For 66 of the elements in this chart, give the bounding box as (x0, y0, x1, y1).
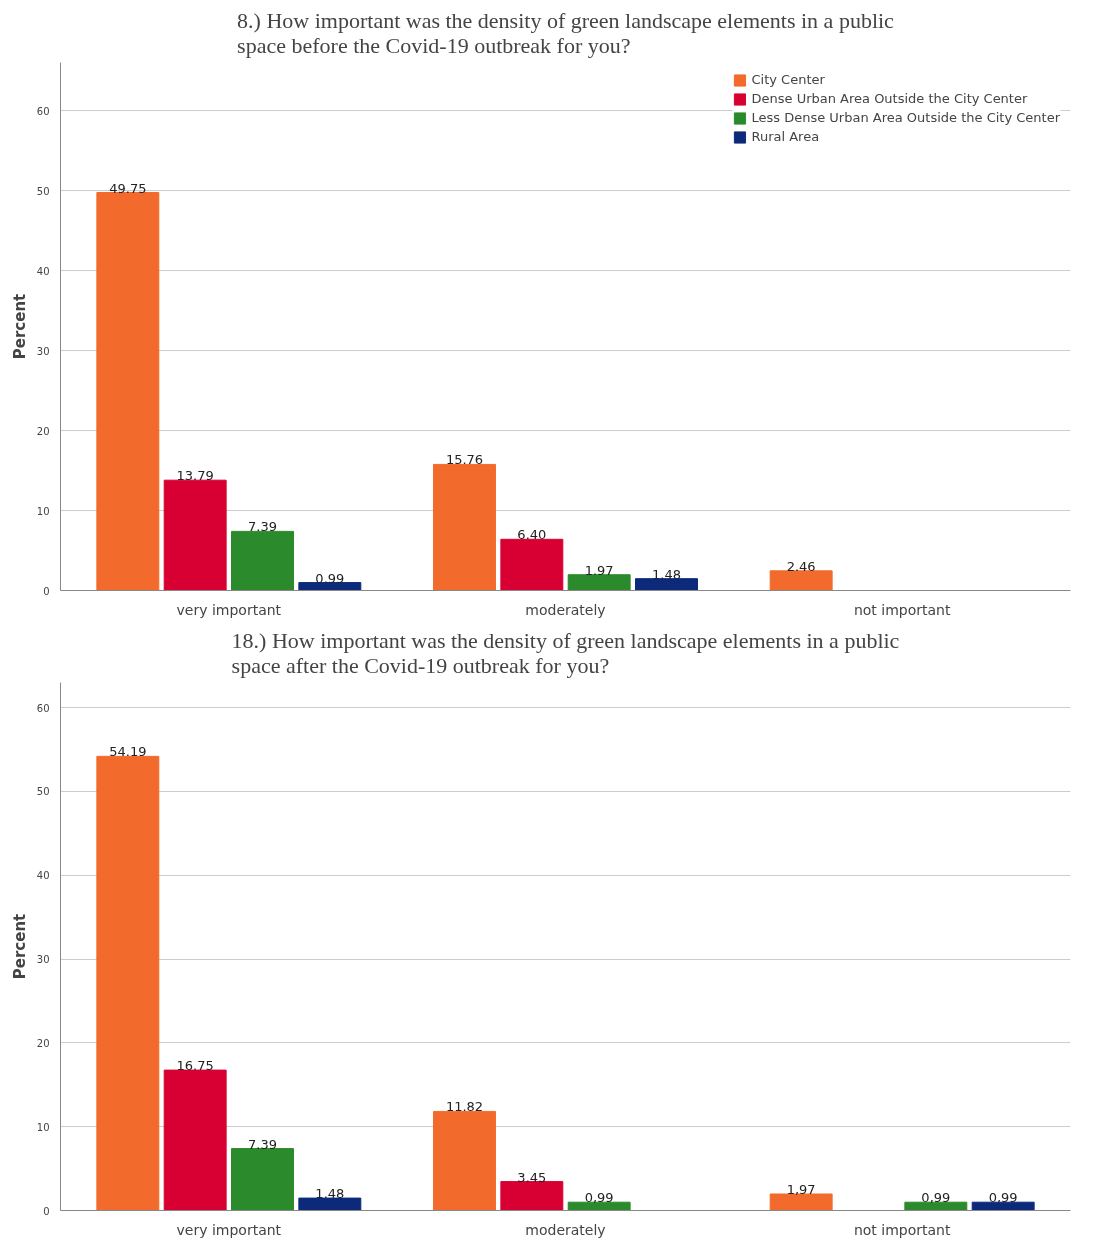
bar (433, 463, 496, 591)
bar (769, 570, 833, 591)
bar (904, 1201, 968, 1211)
data-label: 0,99 (584, 1190, 614, 1206)
bar (163, 479, 227, 591)
y-tick-label: 60 (36, 105, 50, 117)
x-tick-label: very important (176, 1221, 282, 1238)
x-tick-label: not important (853, 601, 951, 618)
legend-label: Dense Urban Area Outside the City Center (751, 91, 1028, 106)
data-label: 3.45 (517, 1169, 547, 1185)
data-label: 1.48 (652, 566, 681, 582)
data-label: 13.79 (176, 468, 214, 484)
data-label: 0.99 (315, 570, 345, 586)
y-tick-label: 50 (36, 185, 50, 197)
bar (298, 1197, 362, 1211)
data-label: 1.48 (315, 1186, 345, 1202)
data-label: 2.46 (786, 558, 816, 574)
bar (567, 574, 631, 591)
bar (96, 755, 160, 1211)
y-tick-label: 40 (36, 265, 50, 277)
x-tick-label: very important (176, 601, 282, 618)
data-label: 16.75 (176, 1058, 214, 1074)
data-label: 7.39 (248, 519, 277, 535)
bar (567, 1201, 631, 1211)
y-tick-label: 30 (36, 954, 50, 966)
legend-label: City Center (751, 72, 825, 87)
x-tick-label: not important (853, 1221, 951, 1238)
data-label: 54.19 (109, 744, 147, 760)
data-label: 15.76 (445, 452, 484, 468)
y-tick-label: 30 (36, 345, 50, 357)
chart-title: 18.) How important was the density of green landscape elements in a public space after the Covid-19 outbreak for you? (231, 627, 900, 678)
y-tick-label: 10 (36, 505, 50, 517)
data-label: 0,99 (921, 1190, 951, 1206)
bar (769, 1193, 833, 1211)
y-tick-label: 10 (36, 1121, 50, 1133)
bar (231, 530, 294, 591)
legend-label: Rural Area (751, 129, 820, 144)
chart-title: 8.) How important was the density of green landscape elements in a public space before the Covid-19 outbreak for you? (237, 7, 895, 58)
y-tick-label: 60 (36, 702, 50, 714)
bar (298, 582, 362, 591)
bar (163, 1069, 227, 1211)
y-tick-label: 20 (36, 425, 50, 437)
y-tick-label: 0 (43, 585, 50, 597)
bar (971, 1201, 1035, 1211)
y-tick-label: 20 (36, 1037, 50, 1049)
data-label: 1,97 (786, 1181, 816, 1197)
data-label: 49.75 (109, 180, 147, 196)
x-tick-label: moderately (525, 1221, 606, 1238)
y-tick-label: 0 (43, 1205, 50, 1217)
bar (635, 578, 698, 591)
y-tick-label: 40 (36, 870, 50, 882)
bar (500, 1181, 564, 1211)
x-tick-label: moderately (525, 601, 606, 618)
y-axis-title: Percent (10, 913, 29, 980)
bar (433, 1110, 496, 1211)
y-axis-title: Percent (10, 293, 29, 360)
data-label: 0,99 (988, 1190, 1018, 1206)
data-label: 7.39 (248, 1136, 277, 1152)
data-label: 11.82 (445, 1099, 484, 1115)
legend-label: Less Dense Urban Area Outside the City Center (751, 110, 1060, 125)
bar (96, 192, 160, 591)
data-label: 1.97 (584, 562, 614, 578)
y-tick-label: 50 (36, 786, 50, 798)
bar (500, 538, 564, 591)
bar (231, 1148, 294, 1211)
data-label: 6.40 (517, 527, 547, 543)
